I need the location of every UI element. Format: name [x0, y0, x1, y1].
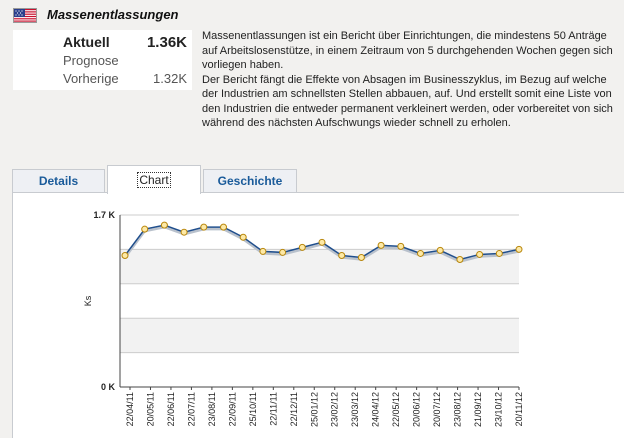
x-tick-label: 23/10/12: [494, 392, 504, 427]
data-point: [220, 223, 227, 231]
data-point: [298, 243, 306, 251]
line-chart: 1.7 K 0 K Ks 22/04/11 20/05/11 22/06/11 22/07/…: [83, 210, 524, 427]
data-point: [318, 238, 326, 246]
description: Massenentlassungen ist ein Bericht über …: [202, 29, 614, 131]
x-tick-label: 22/11/11: [268, 392, 278, 426]
data-point: [377, 241, 385, 249]
grid-band: [120, 249, 519, 284]
x-tick-label: 22/07/11: [186, 392, 196, 426]
x-tick-label: 21/09/12: [473, 392, 483, 427]
grid-band: [120, 318, 519, 353]
x-tick-label: 20/06/12: [412, 392, 422, 427]
x-tick-label: 23/02/12: [330, 392, 340, 427]
tab-bar: Details Chart Geschichte: [0, 165, 624, 194]
x-tick-label: 25/01/12: [309, 392, 319, 427]
x-tick-label: 22/09/11: [227, 392, 237, 426]
description-paragraph: Der Bericht fängt die Effekte von Absage…: [202, 73, 613, 130]
x-tick-label: 22/04/11: [125, 392, 135, 426]
actual-value: 1.36K: [146, 34, 187, 51]
x-tick-label: 24/04/12: [371, 392, 381, 427]
previous-label: Vorherige: [63, 71, 119, 86]
data-point: [239, 233, 247, 241]
data-point: [417, 249, 424, 257]
data-point: [436, 246, 444, 254]
data-point: [121, 251, 129, 259]
stat-previous: Vorherige 1.32K: [63, 71, 187, 87]
data-point: [357, 253, 365, 261]
x-tick-label: 20/07/12: [432, 392, 442, 427]
x-tick-label: 25/10/11: [248, 392, 258, 426]
stat-forecast: Prognose: [63, 53, 187, 69]
x-tick-label: 20/11/12: [514, 392, 524, 426]
chart-panel: 1.7 K 0 K Ks 22/04/11 20/05/11 22/06/11 22/07/…: [12, 192, 624, 438]
x-tick-label: 22/05/12: [391, 392, 401, 427]
data-point: [160, 221, 168, 229]
data-point: [476, 250, 484, 258]
previous-value: 1.32K: [153, 71, 187, 86]
page-title: Massenentlassungen: [47, 7, 179, 22]
stats-box: Aktuell 1.36K Prognose Vorherige 1.32K: [13, 30, 192, 90]
x-tick-label: 23/08/12: [453, 392, 463, 427]
x-tick-label: 22/12/11: [289, 392, 299, 426]
y-tick-label: 1.7 K: [93, 210, 115, 220]
forecast-label: Prognose: [63, 53, 119, 68]
x-tick-label: 22/06/11: [166, 392, 176, 426]
actual-label: Aktuell: [63, 34, 110, 50]
y-axis-label: Ks: [83, 295, 93, 306]
header: Massenentlassungen: [0, 0, 624, 30]
data-point: [338, 251, 346, 259]
data-point: [495, 249, 503, 257]
tab-chart-label: Chart: [137, 172, 171, 188]
data-point: [397, 242, 405, 250]
tab-details[interactable]: Details: [12, 169, 105, 193]
x-tick-label: 20/05/11: [145, 392, 155, 426]
data-point: [456, 256, 464, 264]
data-point: [200, 223, 208, 231]
stat-actual: Aktuell 1.36K: [63, 34, 187, 51]
description-paragraph: Massenentlassungen ist ein Bericht über …: [202, 30, 613, 71]
us-flag-icon: [13, 8, 37, 23]
tab-history[interactable]: Geschichte: [203, 169, 297, 193]
y-tick-label: 0 K: [101, 382, 116, 392]
x-tick-label: 23/03/12: [350, 392, 360, 427]
data-point: [180, 228, 188, 236]
tab-chart[interactable]: Chart: [107, 165, 201, 194]
data-point: [515, 245, 523, 253]
data-point: [279, 248, 287, 256]
data-point: [259, 247, 267, 255]
x-tick-label: 23/08/11: [207, 392, 217, 426]
data-point: [141, 225, 149, 233]
